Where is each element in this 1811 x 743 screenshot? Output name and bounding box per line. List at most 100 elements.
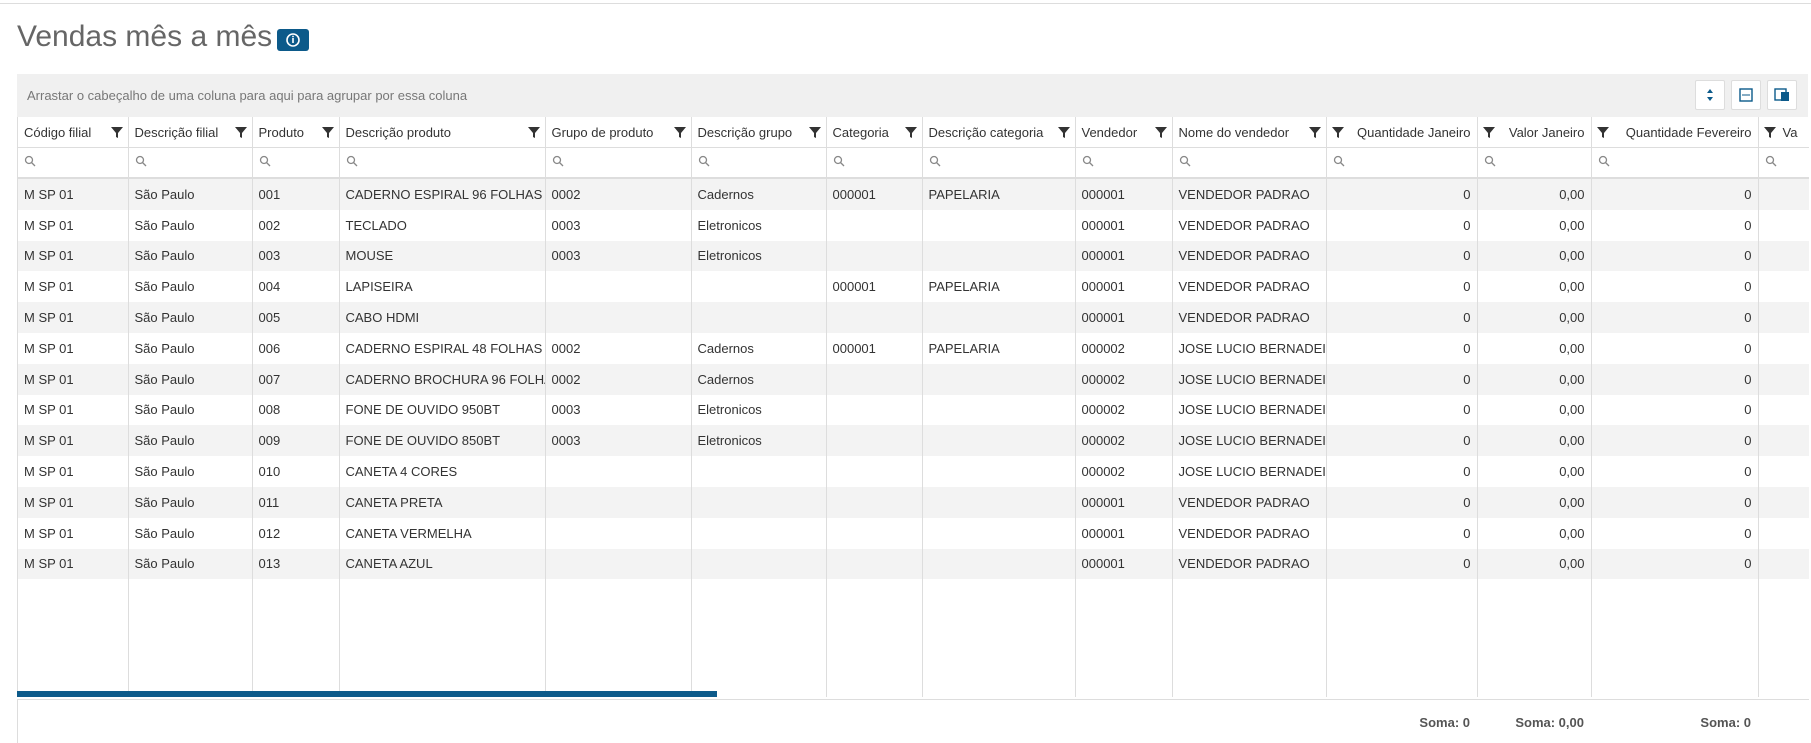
filter-icon[interactable] <box>1331 125 1345 142</box>
empty-cell <box>922 302 1076 333</box>
cell: São Paulo <box>128 517 253 549</box>
search-cell[interactable] <box>1326 147 1478 179</box>
cell: PAPELARIA <box>922 178 1076 210</box>
filter-icon[interactable] <box>110 125 124 142</box>
filter-icon[interactable] <box>1763 125 1777 142</box>
column-header[interactable]: Valor Janeiro <box>1477 117 1592 148</box>
data-row: M SP 01 São Paulo 012 CANETA VERMELHA 000001… <box>18 517 1809 549</box>
cell: 0 <box>1591 209 1759 241</box>
search-cell[interactable] <box>252 147 340 179</box>
empty-cell <box>826 240 923 272</box>
table: Código filial Descrição filial Produto Desc… <box>18 117 1809 697</box>
cell: 0003 <box>545 425 692 457</box>
cell: 011 <box>252 486 340 518</box>
filter-icon[interactable] <box>1154 125 1168 142</box>
data-row: M SP 01 São Paulo 007 CADERNO BROCHURA 96 F… <box>18 363 1809 395</box>
filter-icon[interactable] <box>321 125 335 142</box>
column-header[interactable]: Descrição grupo <box>691 117 827 148</box>
cell: VENDEDOR PADRAO <box>1172 178 1327 210</box>
cell: 0 <box>1326 425 1478 457</box>
filter-icon[interactable] <box>1057 125 1071 142</box>
empty-cell <box>826 517 923 549</box>
cell: JOSE LUCIO BERNADEI <box>1172 363 1327 395</box>
column-header[interactable]: Vendedor <box>1075 117 1173 148</box>
cell: 0 <box>1591 548 1759 580</box>
cell: 006 <box>252 332 340 364</box>
cell: 0 <box>1326 363 1478 395</box>
cell: 0002 <box>545 363 692 395</box>
search-cell[interactable] <box>128 147 253 179</box>
search-cell[interactable] <box>339 147 546 179</box>
layout-button[interactable] <box>1767 80 1797 110</box>
cell: 0 <box>1591 271 1759 303</box>
cell: 0 <box>1591 425 1759 457</box>
empty-cell <box>691 579 827 697</box>
cell: JOSE LUCIO BERNADEI <box>1172 332 1327 364</box>
filter-icon[interactable] <box>1308 125 1322 142</box>
empty-cell <box>826 548 923 580</box>
cell: VENDEDOR PADRAO <box>1172 548 1327 580</box>
search-cell[interactable] <box>826 147 923 179</box>
cell: 0,00 <box>1477 548 1592 580</box>
search-cell[interactable] <box>1172 147 1327 179</box>
filter-icon[interactable] <box>808 125 822 142</box>
cell: 000002 <box>1075 456 1173 487</box>
column-header[interactable]: Descrição produto <box>339 117 546 148</box>
column-header[interactable]: Quantidade Fevereiro <box>1591 117 1759 148</box>
column-chooser-button[interactable] <box>1695 80 1725 110</box>
filter-icon[interactable] <box>527 125 541 142</box>
header-row: Código filial Descrição filial Produto Desc… <box>18 117 1809 148</box>
cell: Eletronicos <box>691 209 827 241</box>
filter-icon[interactable] <box>1482 125 1496 142</box>
column-header[interactable]: Quantidade Janeiro <box>1326 117 1478 148</box>
info-button[interactable] <box>277 29 309 51</box>
search-cell[interactable] <box>691 147 827 179</box>
search-cell[interactable] <box>1591 147 1759 179</box>
data-row: M SP 01 São Paulo 008 FONE DE OUVIDO 950BT 0… <box>18 394 1809 426</box>
cell: 000001 <box>1075 486 1173 518</box>
cell: 013 <box>252 548 340 580</box>
empty-cell <box>545 548 692 580</box>
cell: M SP 01 <box>18 178 129 210</box>
cell: 0 <box>1591 178 1759 210</box>
empty-cell <box>1758 394 1809 426</box>
column-header[interactable]: Produto <box>252 117 340 148</box>
column-header[interactable]: Código filial <box>18 117 129 148</box>
cell: CADERNO ESPIRAL 48 FOLHAS <box>339 332 546 364</box>
cell: 002 <box>252 209 340 241</box>
cell: 000001 <box>1075 240 1173 272</box>
column-header[interactable]: Descrição filial <box>128 117 253 148</box>
empty-cell <box>1075 579 1173 697</box>
cell: 0,00 <box>1477 394 1592 426</box>
filter-icon[interactable] <box>1596 125 1610 142</box>
filter-icon[interactable] <box>904 125 918 142</box>
export-button[interactable] <box>1731 80 1761 110</box>
column-header[interactable]: Nome do vendedor <box>1172 117 1327 148</box>
search-cell[interactable] <box>1758 147 1809 179</box>
cell: Eletronicos <box>691 425 827 457</box>
empty-cell <box>691 548 827 580</box>
search-cell[interactable] <box>1075 147 1173 179</box>
search-cell[interactable] <box>1477 147 1592 179</box>
column-header[interactable]: Grupo de produto <box>545 117 692 148</box>
empty-cell <box>922 209 1076 241</box>
filter-icon[interactable] <box>673 125 687 142</box>
empty-cell <box>1326 579 1478 697</box>
cell: 0 <box>1326 302 1478 333</box>
filter-icon[interactable] <box>234 125 248 142</box>
empty-cell <box>691 517 827 549</box>
cell: M SP 01 <box>18 332 129 364</box>
search-cell[interactable] <box>18 147 129 179</box>
column-header[interactable]: Categoria <box>826 117 923 148</box>
search-cell[interactable] <box>922 147 1076 179</box>
column-header[interactable]: Va <box>1758 117 1809 148</box>
data-row: M SP 01 São Paulo 011 CANETA PRETA 000001 VEN… <box>18 486 1809 518</box>
search-cell[interactable] <box>545 147 692 179</box>
cell: 000001 <box>1075 271 1173 303</box>
column-header[interactable]: Descrição categoria <box>922 117 1076 148</box>
empty-cell <box>18 579 129 697</box>
data-grid: Código filial Descrição filial Produto Desc… <box>17 117 1809 697</box>
empty-cell <box>922 517 1076 549</box>
scrollbar[interactable] <box>17 691 717 697</box>
column-title: Nome do vendedor <box>1178 124 1290 140</box>
